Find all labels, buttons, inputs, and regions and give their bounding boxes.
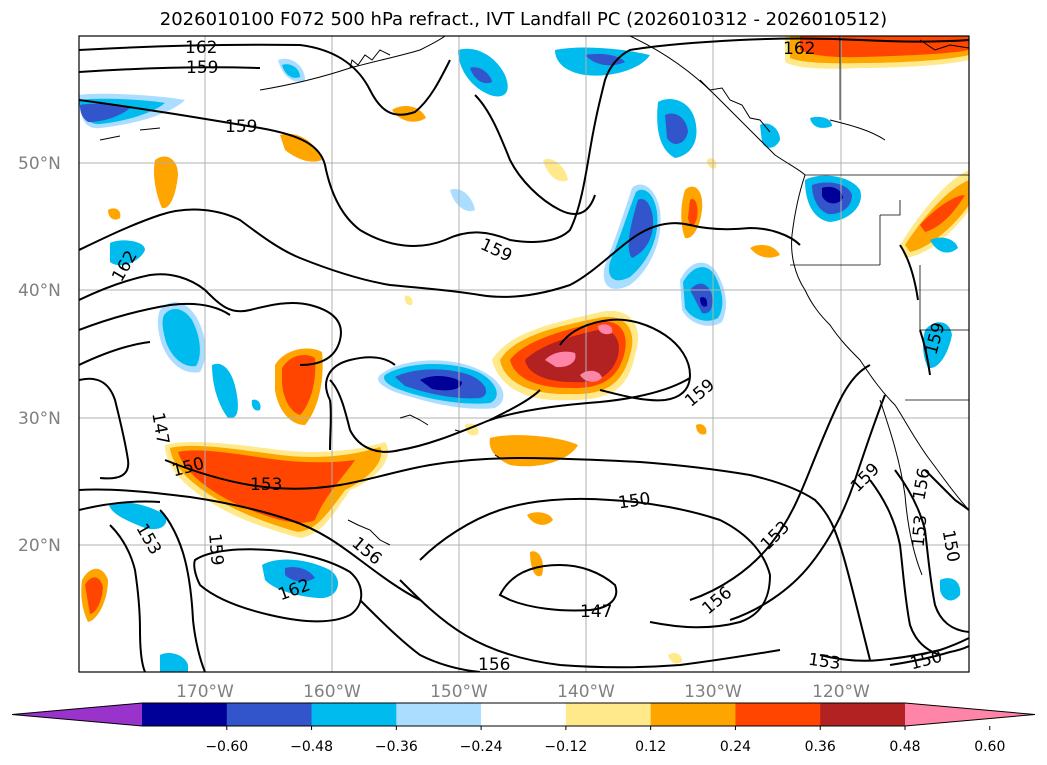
lon-label: 140°W [557, 682, 615, 702]
colorbar-tick-label: −0.36 [375, 739, 418, 755]
colorbar-segment [142, 703, 228, 726]
colorbar-high-extension [905, 703, 1035, 726]
colorbar-tick-label: −0.48 [290, 739, 333, 755]
colorbar-tick-label: 0.36 [805, 739, 836, 755]
colorbar-tick-label: −0.12 [544, 739, 587, 755]
political-borders [790, 36, 969, 401]
lon-label: 170°W [176, 682, 234, 702]
colorbar: −0.60 −0.48 −0.36 −0.24 −0.12 0.12 0.24 0.36 0.4… [11, 702, 1036, 755]
contour-label: 162 [185, 38, 217, 58]
lat-label: 40°N [18, 281, 61, 301]
colorbar-tick-label: 0.48 [889, 739, 920, 755]
colorbar-segment [820, 703, 906, 726]
colorbar-segment [735, 703, 821, 726]
lat-label: 30°N [18, 409, 61, 429]
lat-label: 20°N [18, 536, 61, 556]
colorbar-tick-label: 0.60 [974, 739, 1005, 755]
contour-label: 159 [225, 117, 257, 137]
lon-label: 130°W [684, 682, 742, 702]
coastlines [99, 36, 969, 576]
colorbar-segment [481, 703, 567, 726]
lon-label: 120°W [812, 682, 870, 702]
contour-label: 156 [478, 655, 510, 675]
graticule [79, 36, 969, 672]
colorbar-segment [396, 703, 482, 726]
contour-label: 153 [807, 650, 842, 674]
contour-label: 153 [250, 475, 282, 495]
contour-label: 159 [186, 58, 218, 78]
longitude-labels: 170°W 160°W 150°W 140°W 130°W 120°W [176, 682, 870, 702]
map-title: 2026010100 F072 500 hPa refract., IVT La… [159, 9, 888, 30]
colorbar-segment [311, 703, 397, 726]
map-frame [78, 35, 970, 673]
colorbar-tick-label: −0.60 [205, 739, 248, 755]
contour-label: 153 [909, 514, 932, 548]
colorbar-tick-label: 0.24 [720, 739, 751, 755]
colorbar-segment [650, 703, 736, 726]
lon-label: 160°W [303, 682, 361, 702]
contour-label: 159 [204, 532, 227, 566]
contour-label: 162 [783, 39, 815, 59]
colorbar-segment [226, 703, 313, 726]
colorbar-segment [565, 703, 652, 726]
contour-lines [79, 37, 969, 672]
contour-label: 147 [580, 602, 612, 622]
colorbar-low-extension [12, 703, 142, 726]
lat-label: 50°N [18, 154, 61, 174]
colorbar-tick-label: 0.12 [635, 739, 666, 755]
colorbar-outline [11, 702, 1036, 727]
latitude-labels: 50°N 40°N 30°N 20°N [18, 154, 61, 556]
contour-label: 150 [617, 489, 652, 513]
lon-label: 150°W [430, 682, 488, 702]
colorbar-tick-label: −0.24 [460, 739, 503, 755]
